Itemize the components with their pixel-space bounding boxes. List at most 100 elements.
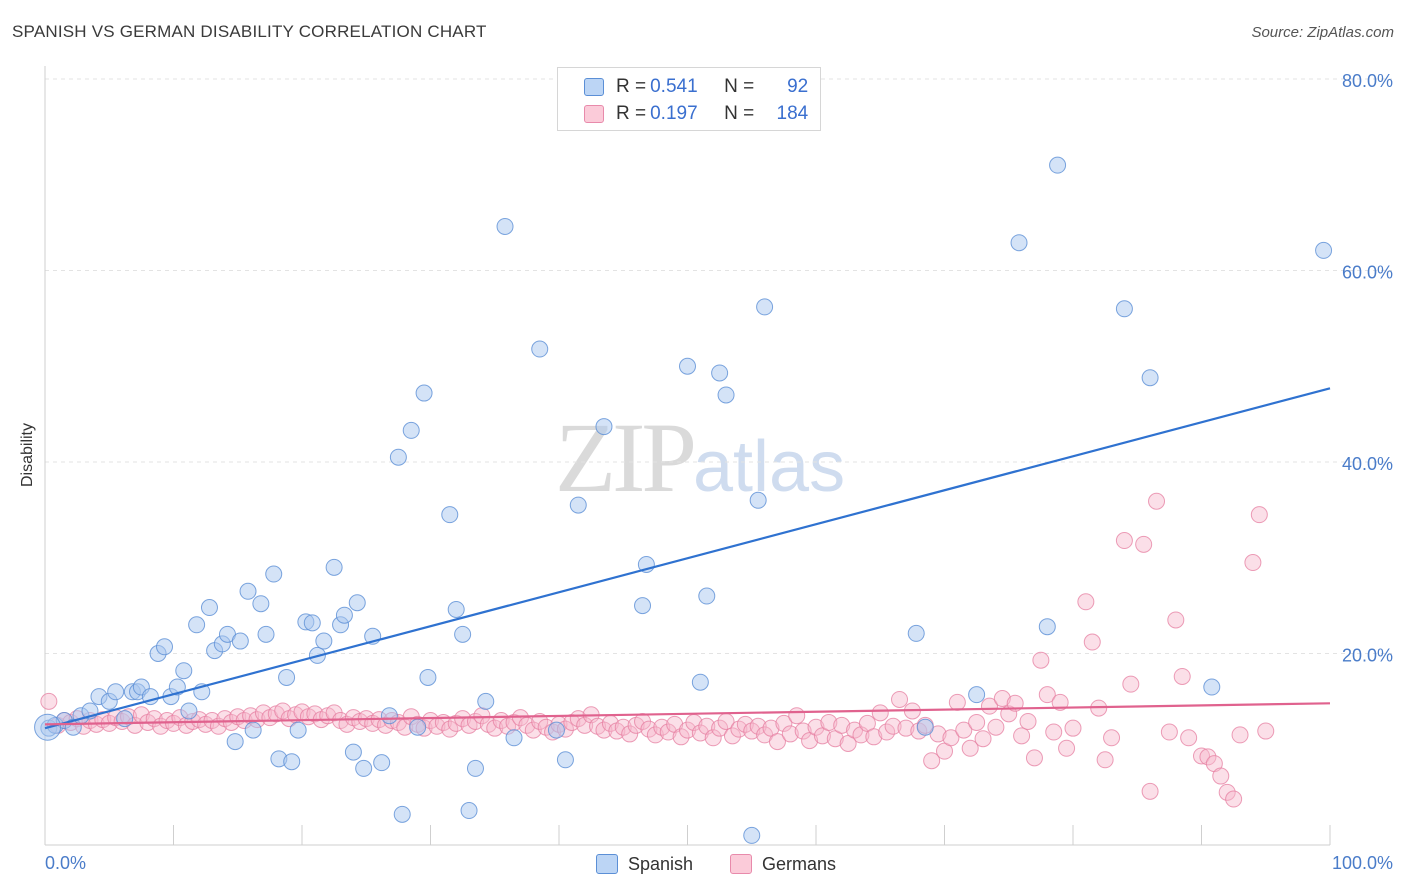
german-point <box>891 690 909 708</box>
correlation-legend: R = 0.541 N = 92 R = 0.197 N = 184 <box>557 67 821 131</box>
spanish-point <box>466 759 484 777</box>
spanish-point <box>1038 618 1056 636</box>
german-point <box>1257 722 1275 740</box>
german-point <box>865 728 883 746</box>
german-point <box>531 712 549 730</box>
legend-n-value: 92 <box>787 76 809 97</box>
german-point <box>1122 675 1140 693</box>
spanish-point <box>315 632 333 650</box>
watermark-atlas: atlas <box>693 427 846 507</box>
spanish-point <box>547 721 565 739</box>
german-point <box>871 704 889 722</box>
spanish-point <box>419 668 437 686</box>
spanish-point <box>743 826 761 844</box>
spanish-point <box>303 614 321 632</box>
spanish-point <box>278 668 296 686</box>
german-point <box>794 722 812 740</box>
german-point <box>1141 782 1159 800</box>
german-point <box>897 719 915 737</box>
legend-r-value: 0.541 <box>650 76 698 97</box>
german-point <box>1218 783 1236 801</box>
german-point <box>974 730 992 748</box>
spanish-point <box>1115 300 1133 318</box>
german-point <box>968 713 986 731</box>
legend-n-label: N = <box>724 103 755 124</box>
spanish-trend-line <box>44 387 1331 730</box>
legend-n-label: N = <box>724 76 755 97</box>
spanish-point <box>569 496 587 514</box>
spanish-point <box>698 587 716 605</box>
german-point <box>1025 749 1043 767</box>
spanish-point <box>1010 234 1028 252</box>
legend-n-value: 184 <box>776 103 809 124</box>
spanish-point <box>634 597 652 615</box>
spanish-point <box>496 217 514 235</box>
german-point <box>788 707 806 725</box>
german-point <box>1058 739 1076 757</box>
bottom-legend-spanish: Spanish <box>596 852 693 876</box>
german-points <box>40 492 1275 808</box>
german-point <box>942 729 960 747</box>
legend-r-label: R = <box>616 103 647 124</box>
german-point <box>595 721 613 739</box>
legend-row-spanish: R = 0.541 N = 92 <box>584 75 808 99</box>
spanish-point <box>409 718 427 736</box>
german-point <box>723 727 741 745</box>
spanish-point <box>477 692 495 710</box>
germans-trend-line <box>44 702 1331 726</box>
german-point <box>1231 726 1249 744</box>
spanish-point <box>393 805 411 823</box>
german-point <box>955 721 973 739</box>
spanish-point <box>257 625 275 643</box>
german-point <box>1032 651 1050 669</box>
spanish-point <box>1315 241 1333 259</box>
german-point <box>1115 532 1133 550</box>
y-tick-label: 20.0% <box>1342 646 1393 666</box>
spanish-point <box>1203 678 1221 696</box>
spanish-point <box>968 686 986 704</box>
spanish-point <box>415 384 433 402</box>
german-point <box>833 716 851 734</box>
german-point <box>781 725 799 743</box>
german-point <box>1083 633 1101 651</box>
spanish-point <box>691 673 709 691</box>
german-point <box>1250 506 1268 524</box>
german-point <box>40 692 58 710</box>
y-tick-label: 80.0% <box>1342 71 1393 91</box>
german-point <box>1051 693 1069 711</box>
german-point <box>807 718 825 736</box>
spanish-point <box>556 751 574 769</box>
german-point <box>1045 723 1063 741</box>
spanish-point <box>180 702 198 720</box>
german-point <box>1038 686 1056 704</box>
spanish-point <box>335 606 353 624</box>
german-point <box>1096 751 1114 769</box>
bottom-legend-label: Spanish <box>628 853 694 874</box>
spanish-point <box>283 753 301 771</box>
spanish-point <box>289 721 307 739</box>
tick-labels: 20.0% 40.0% 60.0% 80.0% 0.0% 100.0% <box>45 71 1393 873</box>
spanish-point <box>348 594 366 612</box>
german-point <box>1077 593 1095 611</box>
german-point <box>1064 719 1082 737</box>
spanish-point <box>107 683 125 701</box>
spanish-point <box>679 357 696 375</box>
spanish-point <box>226 733 244 751</box>
german-point <box>621 725 639 743</box>
spanish-point <box>402 421 420 439</box>
spanish-point <box>447 600 465 618</box>
german-point <box>878 723 896 741</box>
german-point <box>524 721 542 739</box>
spanish-point <box>916 718 934 736</box>
spanish-point <box>265 565 283 583</box>
german-point <box>1160 723 1178 741</box>
german-point <box>987 718 1005 736</box>
germans-swatch <box>584 105 604 123</box>
spanish-swatch <box>596 854 618 874</box>
german-point <box>306 705 324 723</box>
spanish-point <box>389 448 407 466</box>
spanish-point <box>454 625 472 643</box>
spanish-point <box>505 729 523 747</box>
spanish-point <box>1141 369 1159 387</box>
